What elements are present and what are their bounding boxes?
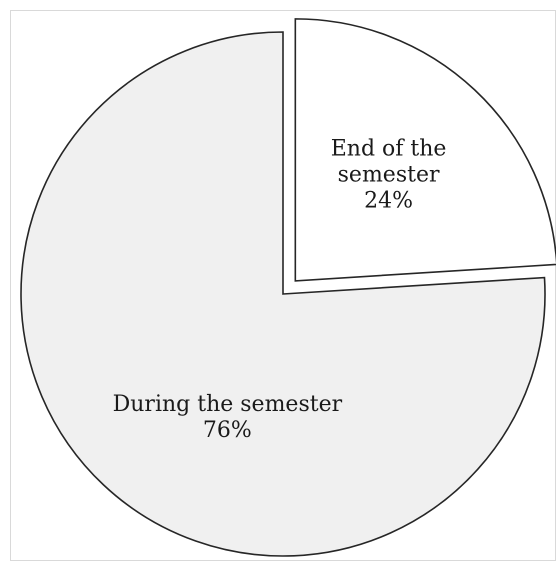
- slice-labels: End of the semester 24% During the semester…: [113, 137, 447, 444]
- slice-label-1: During the semester 76%: [113, 392, 343, 443]
- pie-slices: [20, 18, 556, 557]
- slice-category-label: During the semester: [113, 392, 343, 417]
- pie-slice-1: [20, 31, 546, 557]
- slice-value-label: 76%: [203, 418, 252, 443]
- slice-label-0: End of the semester 24%: [331, 137, 447, 214]
- slice-value-label: 24%: [364, 189, 413, 214]
- slice-category-label: semester: [338, 163, 440, 188]
- pie-slice-0: [294, 18, 556, 282]
- slice-category-label: End of the: [331, 137, 447, 162]
